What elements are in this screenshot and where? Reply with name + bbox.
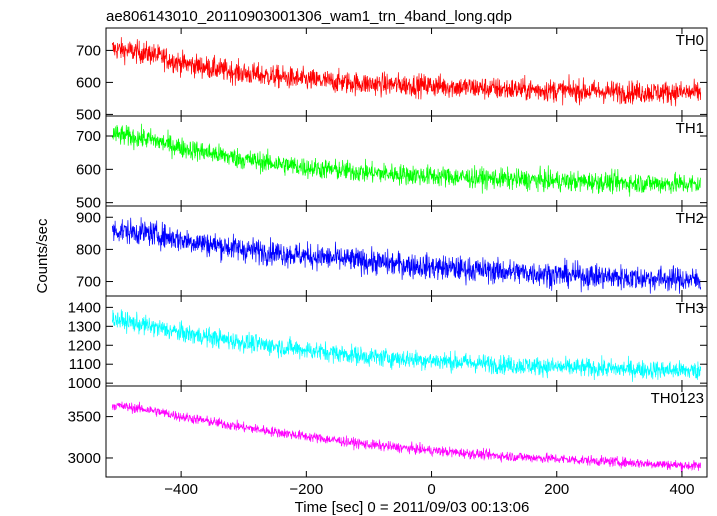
series-name-label: TH2: [676, 210, 704, 227]
y-tick-label: 1300: [68, 318, 101, 335]
series-line-th2: [111, 217, 702, 294]
panel-th3: 1000 1100 1200 1300 1400 TH3: [68, 295, 708, 392]
x-tick-label: 0: [427, 481, 435, 498]
y-tick-label: 900: [76, 209, 101, 226]
y-tick-label: 1100: [69, 356, 101, 373]
y-tick-label: 800: [76, 241, 101, 258]
chart-panels: 500 600 700 TH0 500 600 700 TH1 700 800 900 TH2 1000…: [68, 27, 708, 498]
series-line-th1: [111, 123, 702, 197]
panel-frame: [105, 205, 708, 297]
series-line-th0: [111, 37, 702, 107]
y-tick-label: 3000: [68, 450, 101, 467]
y-tick-label: 600: [76, 74, 101, 91]
y-tick-label: 600: [76, 161, 101, 178]
y-tick-label: 700: [76, 128, 101, 145]
series-name-label: TH0123: [651, 390, 704, 407]
chart-title: ae806143010_20110903001306_wam1_trn_4ban…: [106, 8, 512, 25]
y-tick-label: 1000: [68, 375, 101, 392]
series-line-th3: [111, 309, 702, 382]
y-tick-label: 500: [76, 106, 101, 123]
panel-th0: 500 600 700 TH0: [76, 27, 708, 123]
panel-th0123: 3000 3500 TH0123: [68, 385, 708, 478]
panel-th2: 700 800 900 TH2: [76, 205, 708, 297]
y-tick-label: 700: [76, 274, 101, 291]
panel-frame: [105, 385, 708, 478]
panel-frame: [105, 295, 708, 387]
y-tick-label: 1200: [68, 337, 101, 354]
x-tick-label: −400: [164, 481, 198, 498]
series-name-label: TH1: [676, 120, 704, 137]
series-name-label: TH0: [676, 32, 704, 49]
y-tick-label: 3500: [68, 409, 101, 426]
x-tick-label: 200: [544, 481, 569, 498]
series-line-th0123: [111, 401, 702, 473]
series-name-label: TH3: [676, 300, 704, 317]
y-tick-label: 500: [76, 195, 101, 212]
panel-th1: 500 600 700 TH1: [76, 115, 708, 212]
x-tick-label: 400: [669, 481, 694, 498]
y-axis-label: Counts/sec: [34, 218, 51, 294]
panel-frame: [105, 115, 708, 207]
x-tick-label: −200: [289, 481, 323, 498]
y-tick-label: 1400: [68, 299, 101, 316]
y-tick-label: 700: [76, 42, 101, 59]
x-axis-label: Time [sec] 0 = 2011/09/03 00:13:06: [295, 499, 530, 516]
